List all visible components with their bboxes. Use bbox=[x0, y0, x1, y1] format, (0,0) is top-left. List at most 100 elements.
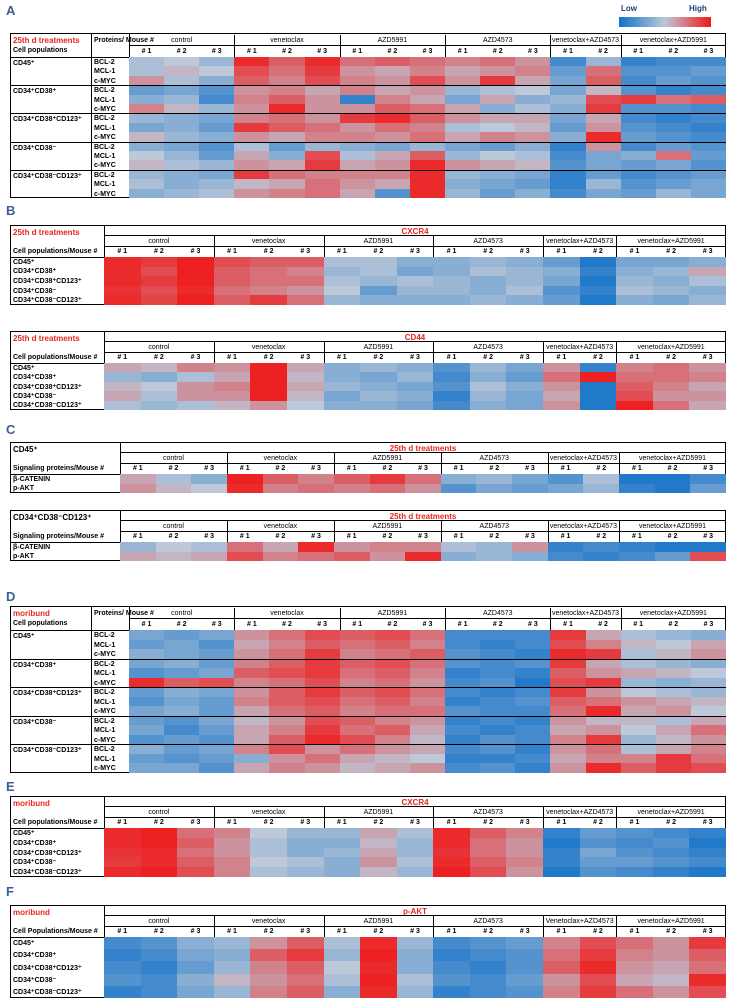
heatmap-cell bbox=[360, 266, 398, 277]
heatmap-cell bbox=[433, 949, 471, 962]
heatmap-cell bbox=[304, 57, 341, 67]
heatmap-cell bbox=[616, 973, 654, 987]
corner-label: 25th d treatments bbox=[13, 334, 80, 343]
row-label: BCL-2 bbox=[94, 660, 115, 668]
heatmap-cell bbox=[409, 753, 446, 764]
mouse-label: # 2 bbox=[263, 248, 274, 255]
mouse-label: # 1 bbox=[141, 621, 152, 628]
heatmap-cell bbox=[690, 687, 727, 698]
heatmap-cell bbox=[585, 734, 622, 745]
heatmap-cell bbox=[445, 753, 481, 764]
heatmap-cell bbox=[140, 961, 178, 974]
group-label: AZD4573 bbox=[473, 918, 503, 925]
heatmap-cell bbox=[129, 151, 165, 161]
heatmap-cell bbox=[191, 483, 228, 494]
heatmap-cell bbox=[129, 169, 165, 180]
heatmap-cell bbox=[652, 391, 690, 401]
heatmap-cell bbox=[129, 85, 165, 95]
heatmap-cell bbox=[374, 630, 411, 640]
heatmap-cell bbox=[199, 696, 235, 707]
heatmap-cell bbox=[616, 961, 654, 974]
heatmap-cell bbox=[652, 961, 690, 974]
heatmap-cell bbox=[480, 630, 516, 640]
heatmap-cell bbox=[323, 285, 361, 296]
heatmap-cell bbox=[234, 706, 270, 717]
row-label: MCL-1 bbox=[94, 727, 116, 735]
panel-letter-D: D bbox=[6, 589, 16, 604]
row-header: Cell populations/Mouse # bbox=[13, 819, 98, 826]
heatmap-cell bbox=[234, 94, 270, 105]
row-group-label: CD34⁺CD38⁺ bbox=[13, 661, 57, 669]
row-label: BCL-2 bbox=[94, 746, 115, 754]
heatmap-cell bbox=[199, 687, 235, 698]
heatmap-cell bbox=[585, 715, 622, 726]
row-label: c-MYC bbox=[94, 190, 116, 198]
group-divider bbox=[550, 608, 552, 630]
heatmap-cell bbox=[550, 658, 586, 669]
mouse-label: # 1 bbox=[336, 819, 347, 826]
heatmap-cell bbox=[476, 483, 513, 494]
heatmap-cell bbox=[515, 677, 551, 688]
mouse-label: # 1 bbox=[352, 621, 363, 628]
mouse-label: # 1 bbox=[117, 354, 128, 361]
mouse-label: # 2 bbox=[263, 928, 274, 935]
heatmap-cell bbox=[585, 696, 622, 707]
heatmap-cell bbox=[234, 85, 270, 95]
heatmap-cell bbox=[689, 400, 727, 411]
heatmap-cell bbox=[104, 276, 141, 287]
row-label: BCL-2 bbox=[94, 143, 115, 151]
heatmap-cell bbox=[652, 372, 690, 383]
heatmap-cell bbox=[339, 66, 376, 77]
heatmap-cell bbox=[104, 867, 141, 878]
heatmap-cell bbox=[120, 551, 157, 562]
mouse-label: # 3 bbox=[410, 819, 420, 826]
mouse-label: # 3 bbox=[317, 621, 328, 628]
heatmap-cell bbox=[654, 542, 691, 552]
heatmap-cell bbox=[177, 937, 215, 950]
mouse-label: # 1 bbox=[556, 928, 567, 935]
heatmap-cell bbox=[585, 706, 622, 717]
heatmap-cell bbox=[469, 937, 507, 950]
mouse-label: # 3 bbox=[703, 621, 714, 628]
heatmap-cell bbox=[515, 753, 551, 764]
heatmap-cell bbox=[550, 57, 586, 67]
mouse-label: # 1 bbox=[446, 819, 457, 826]
heatmap-cell bbox=[360, 372, 398, 383]
heatmap-cell bbox=[234, 151, 270, 161]
heatmap-cell bbox=[620, 57, 657, 67]
heatmap-cell bbox=[655, 734, 692, 745]
heatmap-cell bbox=[654, 551, 691, 562]
heatmap-cell bbox=[506, 381, 544, 392]
corner-label: moribund bbox=[13, 908, 50, 917]
heatmap-cell bbox=[506, 937, 544, 950]
heatmap-cell bbox=[445, 57, 481, 67]
heatmap-cell bbox=[164, 94, 200, 105]
heatmap-cell bbox=[396, 381, 434, 392]
heatmap-cell bbox=[620, 630, 657, 640]
group-label: venetoclax+AZD4573 bbox=[546, 809, 614, 816]
heatmap-cell bbox=[286, 372, 324, 383]
heatmap-cell bbox=[655, 649, 692, 659]
group-label: AZD4573 bbox=[479, 455, 510, 462]
heatmap-cell bbox=[286, 867, 324, 878]
row-label: CD34⁺CD38⁺ bbox=[13, 374, 57, 382]
heatmap-cell bbox=[140, 372, 178, 383]
heatmap-cell bbox=[579, 295, 617, 306]
mouse-label: # 1 bbox=[352, 48, 363, 55]
group-label: venetoclax bbox=[263, 523, 298, 530]
heatmap-cell bbox=[360, 276, 398, 287]
heatmap-cell bbox=[304, 104, 341, 114]
heatmap-cell bbox=[164, 649, 200, 659]
heatmap-cell bbox=[652, 381, 690, 392]
heatmap-cell bbox=[339, 179, 376, 189]
group-label: AZD4573 bbox=[482, 610, 513, 617]
heatmap-cell bbox=[140, 285, 178, 296]
heatmap-cell bbox=[129, 668, 165, 679]
heatmap-cell bbox=[374, 132, 411, 142]
heatmap-cell bbox=[177, 961, 215, 974]
heatmap-cell bbox=[445, 122, 481, 133]
heatmap-cell bbox=[269, 122, 305, 133]
mouse-label: # 1 bbox=[563, 48, 573, 55]
heatmap-cell bbox=[339, 122, 376, 133]
heatmap-cell bbox=[164, 113, 200, 124]
